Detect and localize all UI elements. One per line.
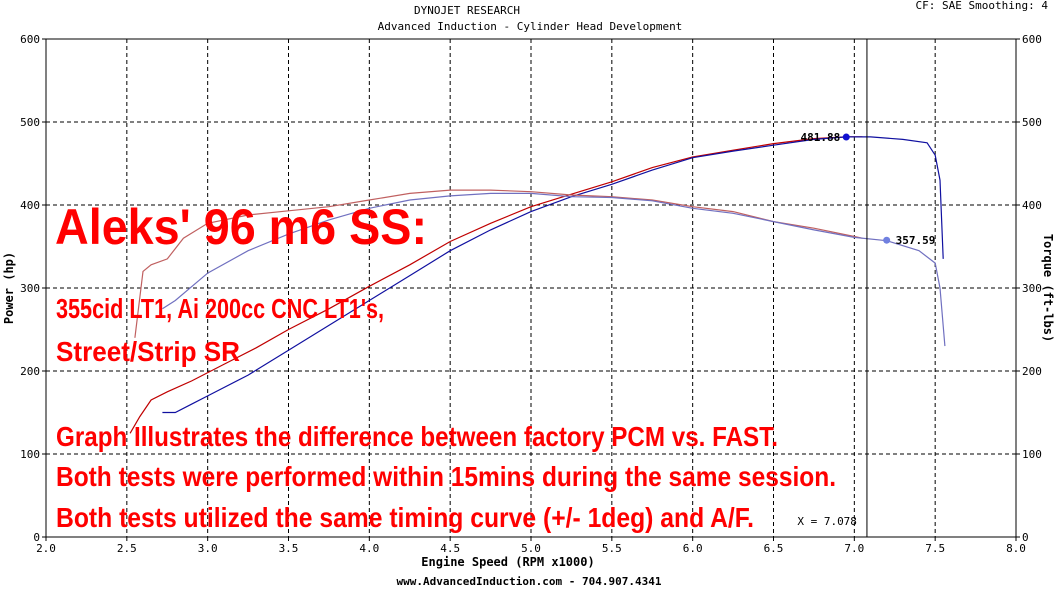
y-tick-label: 200 bbox=[20, 365, 40, 378]
y2-tick-label: 500 bbox=[1022, 116, 1042, 129]
marker-dot bbox=[842, 133, 850, 141]
header-subtitle: Advanced Induction - Cylinder Head Devel… bbox=[378, 20, 683, 33]
rpm-cursor: X = 7.078 bbox=[797, 39, 868, 537]
grid-lines bbox=[46, 39, 1016, 537]
y2-tick-label: 400 bbox=[1022, 199, 1042, 212]
series-lines bbox=[129, 136, 946, 434]
y2-tick-label: 0 bbox=[1022, 531, 1029, 544]
marker-label: 481.88 bbox=[801, 131, 841, 144]
x-tick-label: 5.0 bbox=[521, 542, 541, 555]
y-tick-label: 500 bbox=[20, 116, 40, 129]
header-company: DYNOJET RESEARCH bbox=[414, 4, 520, 17]
y2-axis-label: Torque (ft-lbs) bbox=[1041, 234, 1055, 342]
x-tick-label: 2.0 bbox=[36, 542, 56, 555]
x-tick-label: 5.5 bbox=[602, 542, 622, 555]
x-tick-label: 7.5 bbox=[925, 542, 945, 555]
y-tick-label: 300 bbox=[20, 282, 40, 295]
y-tick-label: 100 bbox=[20, 448, 40, 461]
series-line-3 bbox=[162, 192, 946, 347]
y2-tick-label: 300 bbox=[1022, 282, 1042, 295]
x-tick-label: 8.0 bbox=[1006, 542, 1026, 555]
overlay-title: Aleks' 96 m6 SS: bbox=[55, 199, 427, 255]
x-tick-label: 6.5 bbox=[764, 542, 784, 555]
value-markers: 481.88 357.59 bbox=[801, 131, 936, 247]
y-tick-label: 400 bbox=[20, 199, 40, 212]
marker-label: 357.59 bbox=[896, 234, 936, 247]
x-tick-label: 7.0 bbox=[844, 542, 864, 555]
y2-axis-ticks: 0 100 200 300 400 500 600 bbox=[1016, 33, 1042, 544]
y-tick-label: 600 bbox=[20, 33, 40, 46]
y-tick-label: 0 bbox=[33, 531, 40, 544]
y2-tick-label: 600 bbox=[1022, 33, 1042, 46]
series-line-2 bbox=[134, 189, 863, 338]
y2-tick-label: 100 bbox=[1022, 448, 1042, 461]
x-tick-label: 2.5 bbox=[117, 542, 137, 555]
x-axis-label: Engine Speed (RPM x1000) bbox=[421, 555, 594, 569]
x-tick-label: 4.0 bbox=[359, 542, 379, 555]
x-axis-ticks: 2.0 2.5 3.0 3.5 4.0 4.5 5.0 5.5 6.0 6.5 7.0 7.5 8.0 bbox=[36, 537, 1026, 555]
overlay-note-line2: Both tests were performed within 15mins … bbox=[56, 461, 836, 492]
footer-website: www.AdvancedInduction.com - 704.907.4341 bbox=[397, 575, 662, 588]
overlay-note-line1: Graph Illustrates the difference between… bbox=[56, 421, 778, 452]
x-tick-label: 4.5 bbox=[440, 542, 460, 555]
y2-tick-label: 200 bbox=[1022, 365, 1042, 378]
overlay-note-line3: Both tests utilized the same timing curv… bbox=[56, 502, 754, 533]
x-tick-label: 3.0 bbox=[198, 542, 218, 555]
header-cf-info: CF: SAE Smoothing: 4 bbox=[916, 0, 1049, 12]
series-line-0 bbox=[129, 136, 863, 434]
overlay-spec-line1: 355cid LT1, Ai 200cc CNC LT1's, bbox=[56, 293, 384, 324]
x-tick-label: 3.5 bbox=[279, 542, 299, 555]
y-axis-ticks: 0 100 200 300 400 500 600 bbox=[20, 33, 46, 544]
x-tick-label: 6.0 bbox=[683, 542, 703, 555]
marker-dot bbox=[883, 236, 891, 244]
y-axis-label: Power (hp) bbox=[2, 252, 16, 324]
overlay-spec-line2: Street/Strip SR bbox=[56, 336, 240, 367]
series-line-1 bbox=[162, 136, 944, 414]
cursor-label: X = 7.078 bbox=[797, 515, 857, 528]
